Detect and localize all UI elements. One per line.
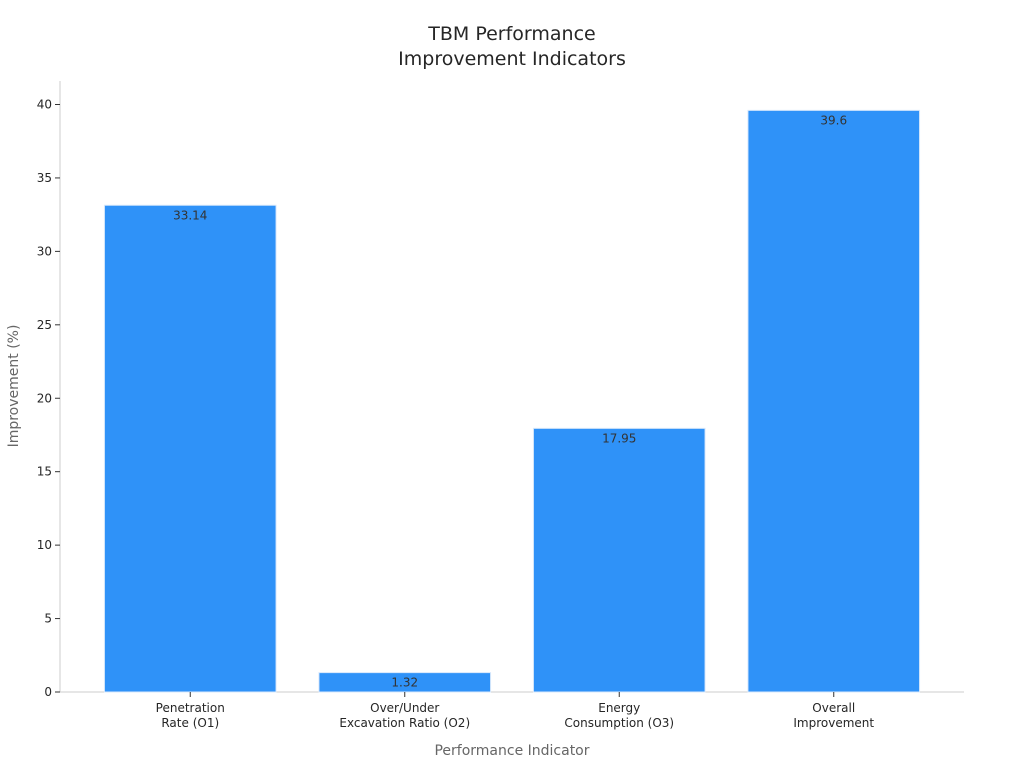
x-tick-label: Penetration [156,701,225,715]
x-tick-label: Excavation Ratio (O2) [339,716,470,730]
bar-value-label: 17.95 [602,431,636,445]
y-tick-label: 15 [37,465,52,479]
y-axis-label: Improvement (%) [6,325,22,448]
y-tick-label: 5 [44,612,52,626]
y-tick-label: 30 [37,244,52,258]
x-tick-label: Energy [598,701,640,715]
y-tick-label: 25 [37,318,52,332]
x-tick-label: Consumption (O3) [564,716,674,730]
x-tick-label: Overall [812,701,855,715]
y-tick-label: 20 [37,391,52,405]
bar-value-label: 1.32 [391,676,418,690]
x-axis-label: Performance Indicator [434,743,589,759]
bar [103,204,277,693]
y-tick-label: 35 [37,171,52,185]
bar [747,109,921,693]
y-tick-label: 0 [44,685,52,699]
x-tick-label: Over/Under [370,701,439,715]
y-tick-label: 10 [37,538,52,552]
bar-value-label: 39.6 [820,113,847,127]
y-tick-label: 40 [37,98,52,112]
bar [532,427,706,693]
chart-title-line-1: TBM Performance [427,23,595,45]
chart-title-line-2: Improvement Indicators [398,48,626,70]
bar-value-label: 33.14 [173,208,207,222]
x-tick-label: Improvement [793,716,874,730]
x-tick-label: Rate (O1) [161,716,219,730]
